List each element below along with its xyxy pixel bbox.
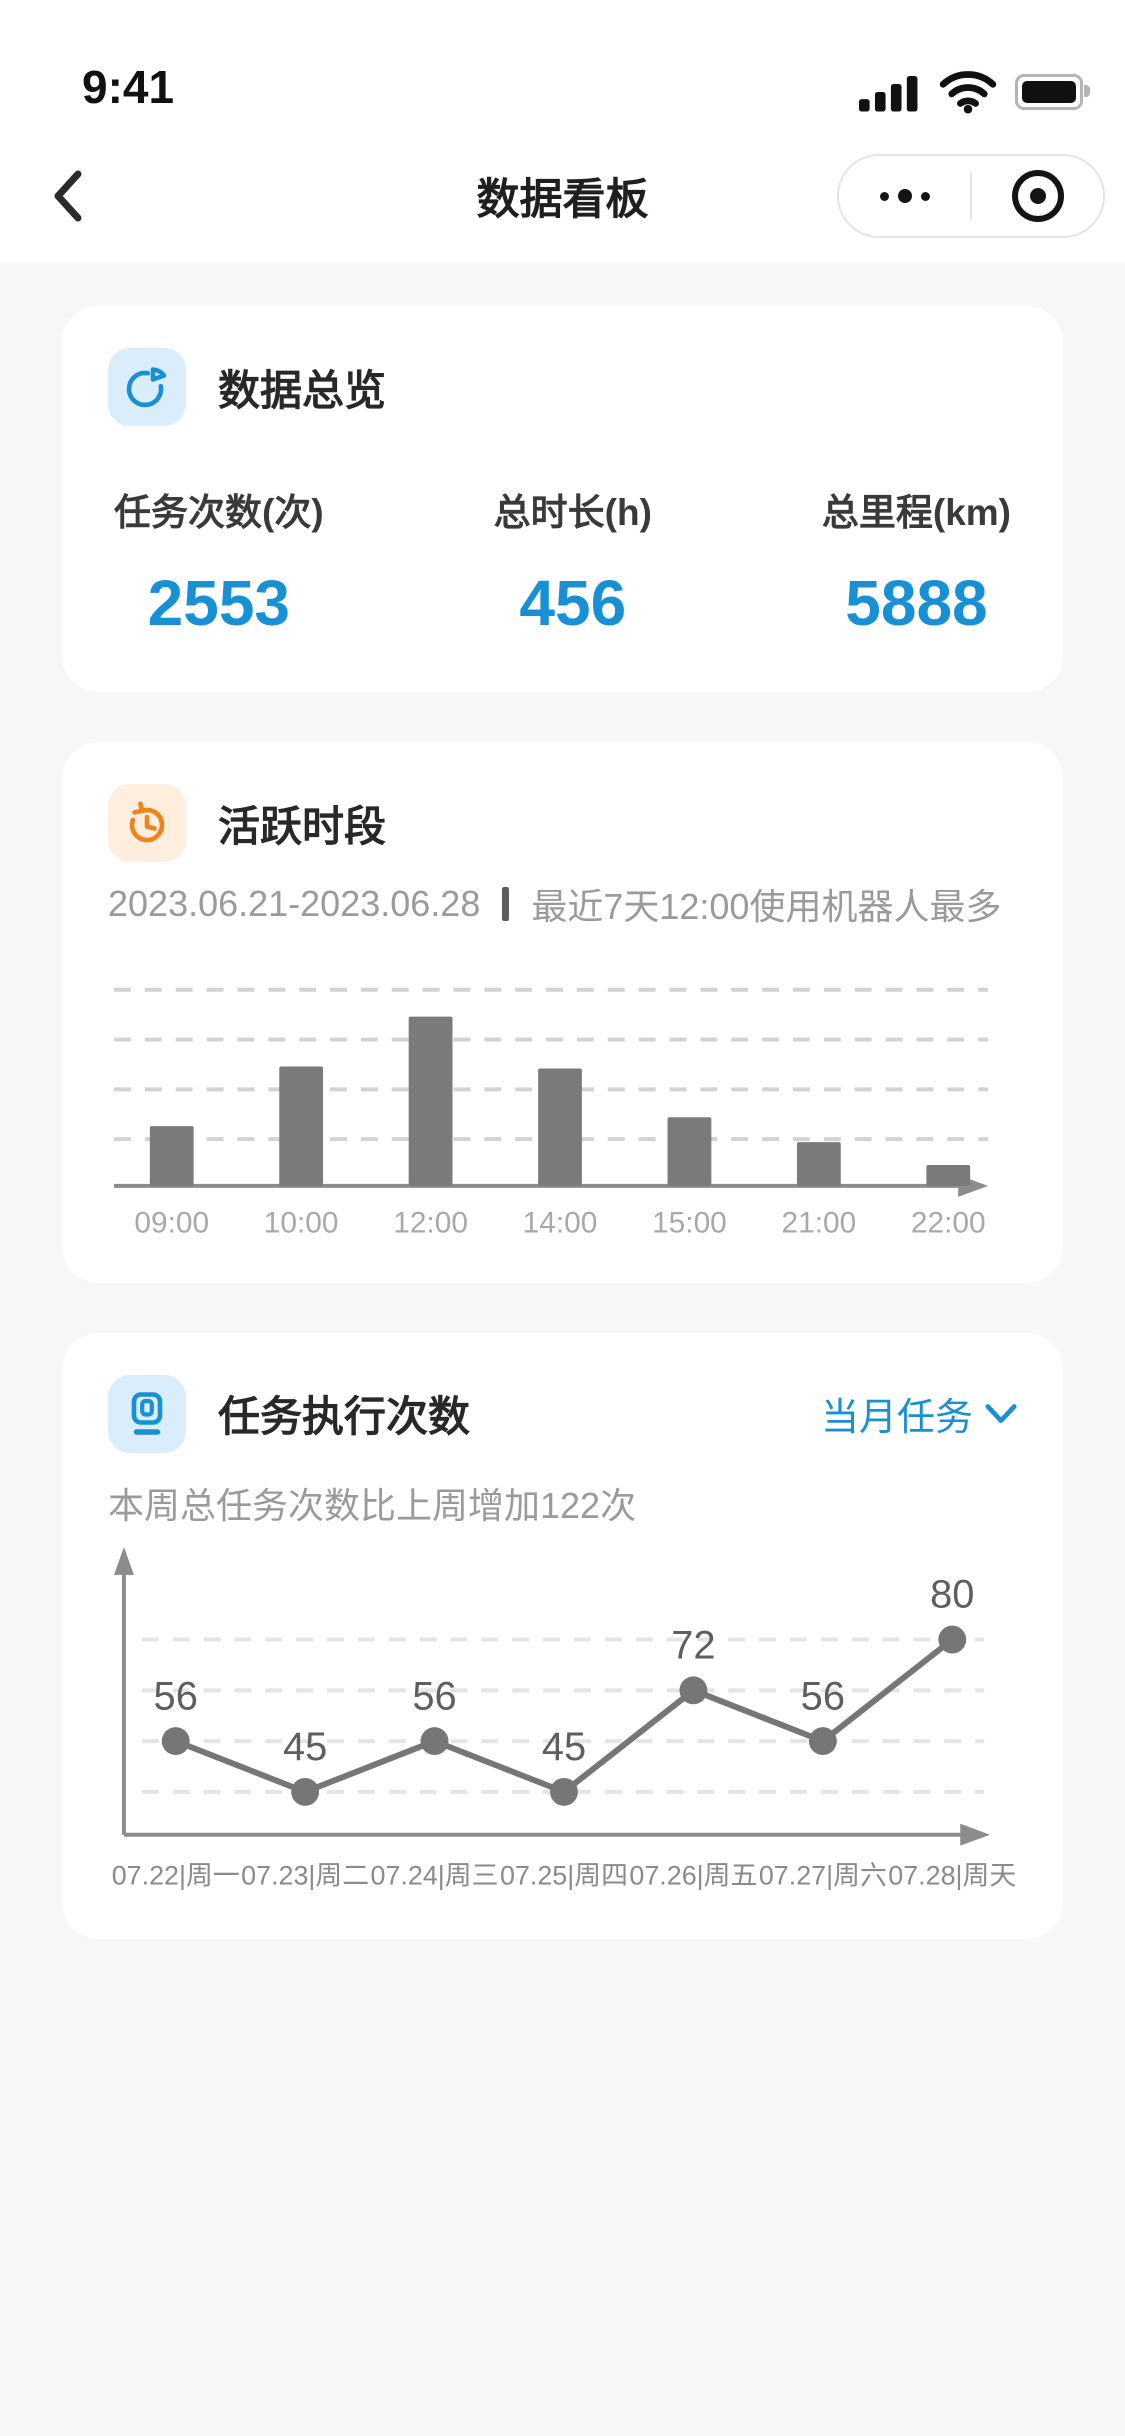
more-button[interactable] <box>839 156 970 236</box>
bar <box>667 1117 712 1186</box>
month-filter-dropdown[interactable]: 当月任务 <box>821 1386 1017 1441</box>
cellular-signal-icon <box>859 76 918 112</box>
stat-value: 456 <box>519 567 627 639</box>
bar-label: 15:00 <box>652 1207 727 1240</box>
data-point <box>420 1726 449 1755</box>
x-axis-arrow <box>960 1823 991 1846</box>
bar <box>279 1066 324 1186</box>
data-point <box>938 1625 967 1654</box>
data-point <box>679 1676 708 1704</box>
data-point <box>550 1777 578 1806</box>
data-point <box>808 1726 837 1755</box>
active-hours-subtitle: 2023.06.21-2023.06.28 最近7天12:00使用机器人最多 <box>108 878 1017 930</box>
task-runs-card-header: 任务执行次数 当月任务 <box>108 1374 1017 1453</box>
more-dots-icon <box>879 189 930 203</box>
bar-label: 09:00 <box>134 1207 209 1240</box>
bar <box>926 1165 971 1186</box>
status-time: 9:41 <box>82 61 175 113</box>
point-value-label: 80 <box>930 1572 974 1616</box>
stat-label: 总里程(km) <box>821 492 1011 533</box>
stat-label: 总时长(h) <box>493 492 652 533</box>
point-value-label: 56 <box>154 1674 198 1718</box>
point-value-label: 72 <box>671 1623 715 1667</box>
active-hours-card-header: 活跃时段 <box>108 784 1017 862</box>
x-category-label: 07.25|周四 <box>500 1860 628 1890</box>
bar-label: 12:00 <box>393 1207 468 1240</box>
stat-total-distance: 总里程(km) 5888 <box>822 482 1011 640</box>
active-hours-card-title: 活跃时段 <box>218 802 387 850</box>
point-value-label: 56 <box>801 1674 845 1718</box>
bar-label: 10:00 <box>264 1207 339 1240</box>
bar-label: 21:00 <box>781 1207 856 1240</box>
y-axis-arrow <box>113 1546 134 1575</box>
x-category-label: 07.26|周五 <box>629 1860 757 1890</box>
page-content: 数据总览 任务次数(次) 2553 总时长(h) 456 总里程(km) 588… <box>0 262 1125 1940</box>
capsule-divider <box>970 172 972 220</box>
stat-label: 任务次数(次) <box>114 492 324 533</box>
point-value-label: 45 <box>542 1725 586 1769</box>
bar <box>149 1126 194 1186</box>
x-category-label: 07.28|周天 <box>888 1860 1016 1890</box>
x-category-label: 07.27|周六 <box>759 1860 887 1890</box>
overview-card-title: 数据总览 <box>218 366 387 414</box>
wifi-icon <box>939 71 997 114</box>
miniprogram-capsule <box>837 154 1105 238</box>
history-clock-icon <box>108 784 186 862</box>
task-runs-summary: 本周总任务次数比上周增加122次 <box>108 1484 637 1526</box>
stat-value: 5888 <box>845 567 988 639</box>
point-value-label: 56 <box>412 1674 456 1718</box>
top-white-area: 9:41 <box>0 0 1125 262</box>
chevron-down-icon <box>985 1403 1017 1423</box>
stat-total-hours: 总时长(h) 456 <box>494 482 652 640</box>
back-button[interactable] <box>52 156 122 236</box>
overview-stats: 任务次数(次) 2553 总时长(h) 456 总里程(km) 5888 <box>108 482 1017 650</box>
page-title: 数据看板 <box>476 176 649 224</box>
home-button[interactable] <box>972 156 1103 236</box>
x-category-label: 07.23|周二 <box>241 1860 369 1890</box>
point-value-label: 45 <box>283 1725 327 1769</box>
date-range: 2023.06.21-2023.06.28 <box>108 883 481 924</box>
battery-icon <box>1015 74 1090 110</box>
active-hours-card: 活跃时段 2023.06.21-2023.06.28 最近7天12:00使用机器… <box>62 742 1063 1283</box>
stat-value: 2553 <box>147 567 291 639</box>
bar <box>796 1142 841 1186</box>
bar <box>408 1016 453 1186</box>
data-point <box>161 1726 190 1755</box>
bar-label: 22:00 <box>911 1207 986 1240</box>
overview-card-header: 数据总览 <box>108 348 1017 426</box>
bar <box>538 1068 582 1186</box>
overview-card: 数据总览 任务次数(次) 2553 总时长(h) 456 总里程(km) 588… <box>62 306 1063 692</box>
task-runs-line-chart: 56 07.22|周一 45 07.23|周二 56 07.24|周三 45 07.25|周四… <box>112 1546 1016 1890</box>
subtitle-divider <box>502 887 510 921</box>
data-point <box>291 1777 320 1806</box>
active-hours-bar-chart: 09:00 10:00 12:00 14:00 15:00 21:00 22:00 <box>113 987 989 1240</box>
pie-chart-icon <box>108 348 186 426</box>
task-runs-card: 任务执行次数 当月任务 本周总任务次数比上周增加122次 56 07.22|周一 4… <box>62 1332 1063 1940</box>
active-hours-note: 最近7天12:00使用机器人最多 <box>531 886 1002 927</box>
bar-label: 14:00 <box>523 1207 598 1240</box>
record-dot-icon <box>1011 170 1064 222</box>
filter-label: 当月任务 <box>820 1397 973 1440</box>
status-icons <box>859 70 1090 114</box>
nav-bar: 数据看板 <box>0 130 1125 262</box>
robot-dock-icon <box>108 1374 186 1453</box>
x-category-label: 07.22|周一 <box>112 1860 240 1890</box>
task-runs-card-title: 任务执行次数 <box>218 1393 471 1441</box>
stat-task-count: 任务次数(次) 2553 <box>114 482 324 640</box>
chevron-left-icon <box>54 170 82 222</box>
x-category-label: 07.24|周三 <box>371 1860 499 1890</box>
status-bar: 9:41 <box>0 0 1125 130</box>
